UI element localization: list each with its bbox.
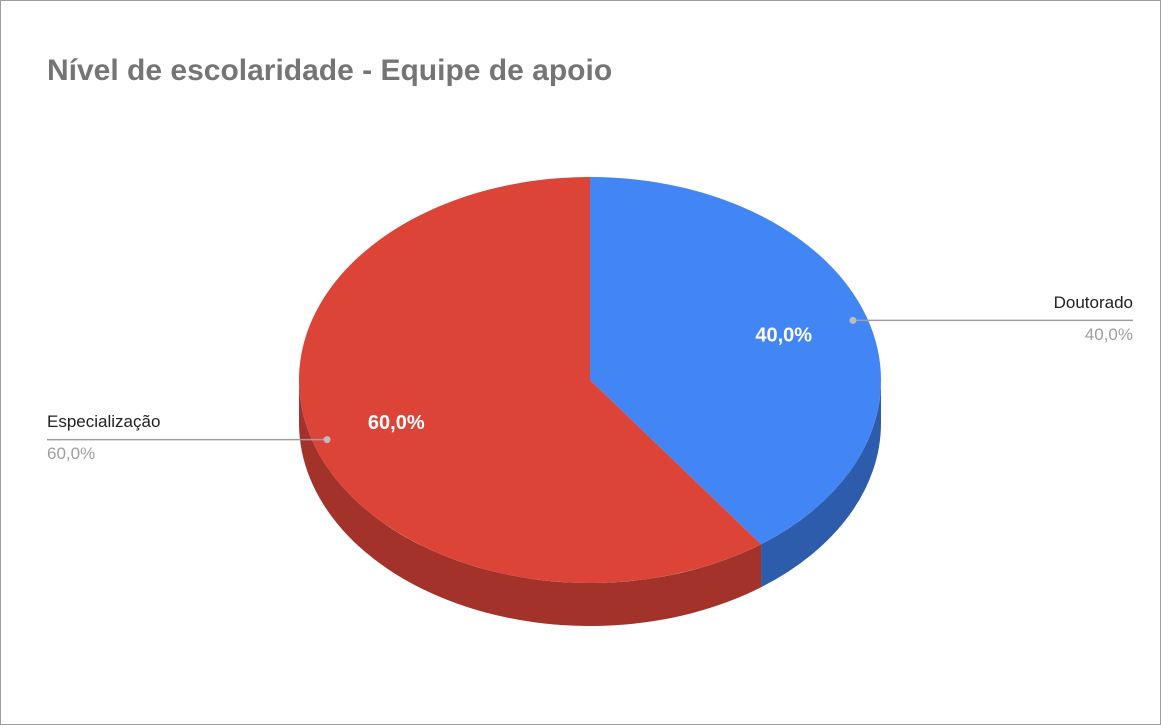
legend-label: Doutorado [1054, 293, 1133, 312]
legend-value: 40,0% [1085, 325, 1133, 344]
slice [590, 177, 882, 545]
slice-side [299, 380, 762, 627]
leader-dot [849, 316, 857, 324]
leader-dot [323, 436, 331, 444]
slice-label: 40,0% [755, 324, 812, 346]
chart-title: Nível de escolaridade - Equipe de apoio [47, 54, 612, 87]
slice [299, 177, 762, 583]
slice-label: 60,0% [368, 412, 425, 434]
legend-label: Especialização [47, 412, 160, 431]
slice-side [761, 380, 882, 588]
legend-value: 60,0% [47, 444, 95, 463]
